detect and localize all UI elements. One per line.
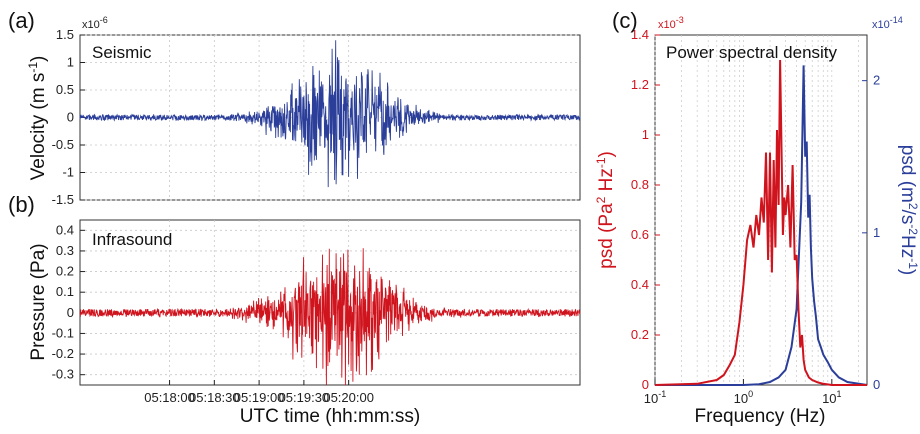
infrasound-y-tick-label: 0.4 (56, 222, 74, 237)
seismic-y-tick-label: 0 (67, 110, 74, 125)
psd-right-y-label: psd (m2/s-2Hz-1) (897, 145, 920, 275)
seismic-title: Seismic (92, 43, 152, 62)
seismic-y-label-main: Velocity (m s (28, 73, 49, 181)
psd-title: Power spectral density (666, 43, 838, 62)
time-x-tick-label: 05:19:30 (279, 390, 330, 405)
psd-x-tick-base: 10 (822, 391, 836, 406)
psd-x-ticks: 10-1 100 101 (644, 379, 842, 406)
seismic-y-ticks: -1.5 -1 -0.5 0 0.5 1 1.5 (52, 27, 85, 207)
psd-right-multiplier-base: x10 (872, 19, 890, 31)
psd-right-label-mid2: Hz (897, 235, 918, 258)
frequency-x-label: Frequency (Hz) (695, 406, 826, 427)
infrasound-title: Infrasound (92, 230, 172, 249)
time-x-tick-label: 05:18:30 (189, 390, 240, 405)
infrasound-y-tick-label: 0.2 (56, 264, 74, 279)
psd-right-label-main: psd (m (897, 145, 918, 203)
psd-right-multiplier: x10-14 (872, 15, 903, 31)
psd-panel: 00.20.40.60.811.21.4 012 10-1 100 101 (c) … (594, 8, 920, 427)
psd-x-tick-label: 100 (734, 389, 753, 406)
seismic-y-tick-label: 1.5 (56, 27, 74, 42)
psd-x-tick-base: 10 (644, 391, 658, 406)
infrasound-y-tick-label: -0.1 (52, 325, 74, 340)
seismic-y-tick-label: 0.5 (56, 82, 74, 97)
psd-left-label-sup1: 2 (594, 196, 608, 203)
psd-left-y-tick-label: 1 (642, 127, 649, 142)
seismic-multiplier: x10-6 (82, 15, 108, 31)
infrasound-y-tick-label: -0.2 (52, 346, 74, 361)
psd-left-label-sup2: -1 (594, 157, 608, 168)
seismic-multiplier-exp: -6 (100, 15, 108, 25)
panel-label-a: (a) (8, 8, 35, 33)
psd-right-label-sup3: -1 (906, 258, 920, 269)
infrasound-panel: -0.3 -0.2 -0.1 0 0.1 0.2 0.3 0.4 05:18:0005:18:… (8, 192, 581, 427)
psd-right-label-mid: /s (897, 210, 918, 225)
psd-grid (654, 35, 859, 385)
psd-left-label-end: ) (596, 151, 617, 157)
psd-left-multiplier: x10-3 (658, 15, 684, 31)
psd-right-y-tick-label: 1 (873, 225, 880, 240)
psd-right-y-tick-label: 0 (873, 377, 880, 392)
psd-right-label-end: ) (897, 269, 918, 275)
psd-x-tick-exp: -1 (658, 389, 666, 399)
psd-x-tick-base: 10 (734, 391, 748, 406)
time-x-label: UTC time (hh:mm:ss) (240, 406, 421, 427)
psd-right-y-tick-label: 2 (873, 73, 880, 88)
seismic-y-tick-label: -1 (62, 165, 74, 180)
time-x-tick-label: 05:19:00 (234, 390, 285, 405)
psd-left-y-tick-label: 0.6 (631, 227, 649, 242)
psd-right-label-sup2: -2 (906, 224, 920, 235)
infrasound-y-ticks: -0.3 -0.2 -0.1 0 0.1 0.2 0.3 0.4 (52, 222, 85, 382)
psd-left-y-tick-label: 1.2 (631, 77, 649, 92)
time-x-tick-label: 05:18:00 (144, 390, 195, 405)
seismic-y-tick-label: -1.5 (52, 192, 74, 207)
psd-infrasound-series (654, 59, 867, 386)
panel-label-c: (c) (612, 8, 638, 33)
infrasound-y-tick-label: -0.3 (52, 367, 74, 382)
psd-left-multiplier-base: x10 (658, 19, 676, 31)
infrasound-y-label: Pressure (Pa) (28, 243, 49, 360)
seismic-multiplier-base: x10 (82, 19, 100, 31)
psd-right-label-sup1: 2 (906, 203, 920, 210)
time-x-tick-label: 05:20:00 (323, 390, 374, 405)
psd-left-y-tick-label: 0 (642, 377, 649, 392)
seismic-y-label-end: ) (28, 56, 49, 62)
psd-left-y-tick-label: 0.4 (631, 277, 649, 292)
psd-left-y-tick-label: 0.2 (631, 327, 649, 342)
seismic-panel: -1.5 -1 -0.5 0 0.5 1 1.5 (a) Seismic x10-6 Vel… (8, 8, 581, 207)
seismic-y-label-sup: -1 (26, 62, 40, 73)
infrasound-y-tick-label: 0 (67, 305, 74, 320)
infrasound-y-tick-label: 0.3 (56, 243, 74, 258)
seismic-y-label: Velocity (m s-1) (26, 56, 49, 181)
infrasound-y-tick-label: 0.1 (56, 284, 74, 299)
psd-x-tick-exp: 0 (748, 389, 753, 399)
psd-x-tick-label: 101 (822, 389, 841, 406)
panel-label-b: (b) (8, 192, 35, 217)
psd-left-label-mid: Hz (596, 168, 617, 197)
psd-left-label-main: psd (Pa (596, 203, 617, 269)
seismic-y-tick-label: 1 (67, 55, 74, 70)
psd-right-multiplier-exp: -14 (890, 15, 903, 25)
psd-left-y-ticks: 0 0.2 0.4 0.6 0.8 1 1.2 1.4 (631, 27, 660, 392)
seismic-y-tick-label: -0.5 (52, 137, 74, 152)
psd-x-tick-exp: 1 (837, 389, 842, 399)
psd-left-multiplier-exp: -3 (676, 15, 684, 25)
infrasound-trace (79, 248, 581, 386)
psd-x-tick-label: 10-1 (644, 389, 666, 406)
psd-left-y-tick-label: 0.8 (631, 177, 649, 192)
psd-left-y-tick-label: 1.4 (631, 27, 649, 42)
psd-left-y-label: psd (Pa2 Hz-1) (594, 151, 617, 269)
psd-seismic-series (655, 65, 868, 386)
seismic-trace (79, 40, 581, 188)
